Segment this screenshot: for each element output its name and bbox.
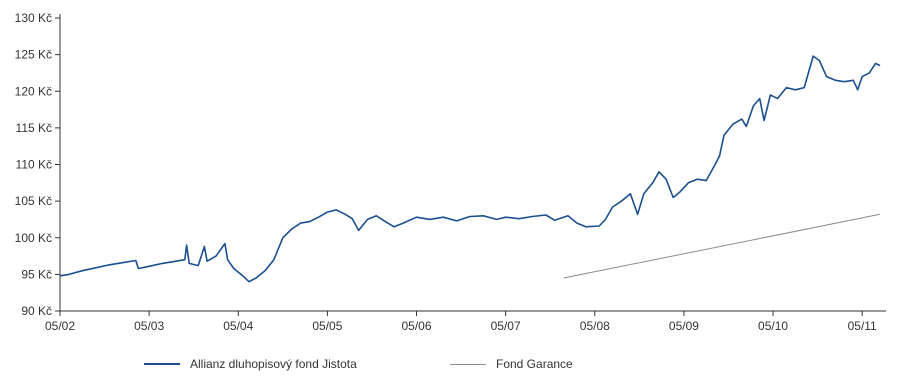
- x-tick-label: 05/06: [402, 319, 432, 333]
- legend-item-jistota: Allianz dluhopisový fond Jistota: [144, 357, 357, 371]
- x-tick-label: 05/08: [580, 319, 610, 333]
- legend-label-jistota: Allianz dluhopisový fond Jistota: [190, 357, 357, 371]
- legend-item-garance: Fond Garance: [450, 357, 573, 371]
- legend-label-garance: Fond Garance: [496, 357, 573, 371]
- chart-legend: Allianz dluhopisový fond Jistota Fond Ga…: [0, 357, 898, 376]
- x-tick-label: 05/02: [45, 319, 75, 333]
- y-tick-label: 130 Kč: [15, 11, 52, 25]
- x-tick-label: 05/04: [223, 319, 253, 333]
- y-tick-label: 105 Kč: [15, 194, 52, 208]
- x-tick-label: 05/10: [758, 319, 788, 333]
- y-tick-label: 100 Kč: [15, 231, 52, 245]
- y-axis-ticks: 90 Kč 95 Kč 100 Kč 105 Kč 110 Kč 115 Kč 120 Kč…: [15, 11, 60, 318]
- series-line-jistota: [59, 55, 881, 283]
- line-chart: 90 Kč 95 Kč 100 Kč 105 Kč 110 Kč 115 Kč 120 Kč…: [15, 11, 886, 333]
- chart-axes: [59, 14, 886, 312]
- y-tick-label: 90 Kč: [21, 304, 52, 318]
- series-line-garance: [563, 213, 881, 279]
- y-tick-label: 125 Kč: [15, 48, 52, 62]
- y-tick-label: 110 Kč: [16, 158, 52, 172]
- x-tick-label: 05/09: [669, 319, 699, 333]
- y-tick-label: 95 Kč: [21, 267, 52, 281]
- x-tick-label: 05/03: [134, 319, 164, 333]
- chart-series: [59, 55, 881, 283]
- x-tick-label: 05/05: [312, 319, 342, 333]
- legend-swatch-garance: [450, 363, 486, 365]
- x-axis-ticks: 05/02 05/03 05/04 05/05 05/06 05/07 05/08 05/09…: [45, 311, 877, 333]
- y-tick-label: 115 Kč: [16, 121, 52, 135]
- legend-swatch-jistota: [144, 363, 180, 365]
- x-tick-label: 05/11: [848, 319, 877, 333]
- x-tick-label: 05/07: [491, 319, 521, 333]
- y-tick-label: 120 Kč: [15, 84, 52, 98]
